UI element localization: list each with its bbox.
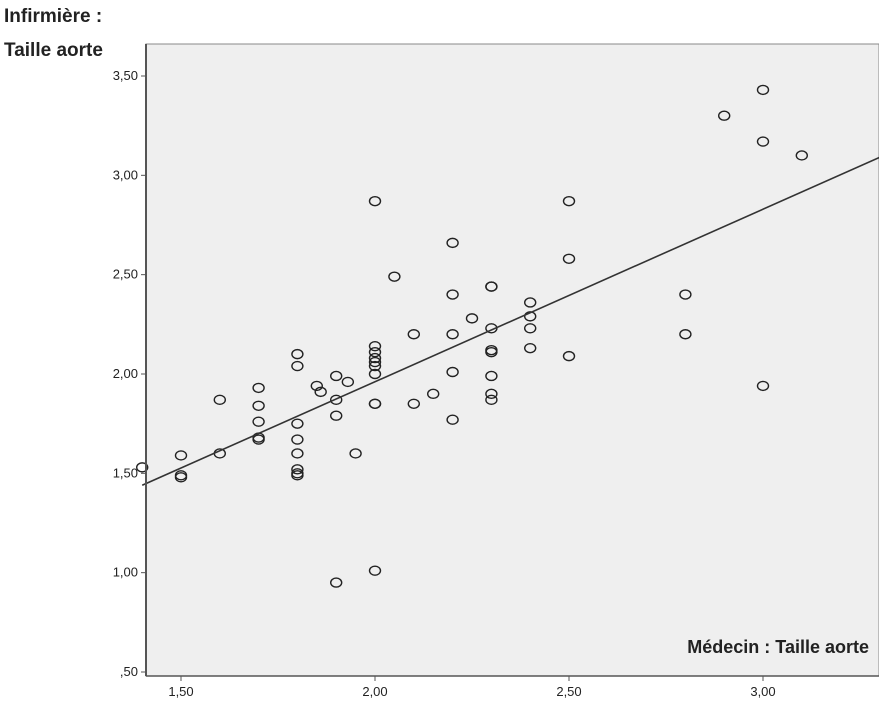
x-axis-label: Médecin : Taille aorte — [687, 637, 869, 657]
data-point — [718, 110, 731, 121]
y-tick-label: 1,00 — [113, 565, 138, 580]
data-point — [795, 150, 808, 161]
y-tick-label: 3,50 — [113, 68, 138, 83]
x-tick-label: 2,00 — [362, 684, 387, 699]
axis-ticks: ,50 1,00 1,50 2,00 2,50 3,00 3,50 1,50 2,00 2,50 3… — [113, 68, 776, 699]
data-point — [174, 472, 188, 483]
y-axis-label-line-1: Infirmière : — [4, 6, 103, 27]
y-tick-label: 1,50 — [113, 465, 138, 480]
x-tick-label: 1,50 — [168, 684, 193, 699]
data-point — [388, 271, 401, 282]
data-point — [485, 370, 498, 382]
data-point — [330, 577, 343, 588]
y-tick-label: 2,50 — [113, 267, 138, 282]
data-point — [485, 281, 498, 292]
data-point — [465, 313, 479, 324]
data-point — [524, 297, 537, 308]
data-point — [330, 410, 343, 421]
data-point — [330, 394, 343, 406]
data-point — [446, 329, 459, 340]
data-point — [446, 366, 459, 378]
x-tick-label: 3,00 — [750, 684, 775, 699]
data-point — [485, 388, 498, 400]
data-point — [679, 329, 692, 340]
data-points — [135, 84, 808, 588]
data-point — [524, 323, 537, 334]
data-point — [291, 434, 304, 445]
data-point — [368, 340, 382, 352]
data-point — [330, 370, 343, 382]
data-point — [135, 462, 149, 473]
y-axis-label-line-2: Taille aorte — [4, 40, 103, 61]
data-point — [446, 414, 459, 425]
data-point — [314, 386, 327, 398]
data-point — [252, 382, 265, 394]
data-point — [310, 380, 323, 392]
plot-area — [145, 43, 879, 677]
data-point — [368, 352, 382, 364]
data-point — [291, 360, 304, 372]
data-point — [368, 565, 382, 576]
y-tick-label: 2,00 — [113, 366, 138, 381]
data-point — [349, 448, 362, 459]
data-point — [291, 448, 304, 459]
data-point — [291, 464, 304, 475]
data-point — [446, 237, 459, 249]
data-point — [368, 195, 382, 207]
data-point — [562, 253, 576, 264]
data-point — [679, 289, 692, 300]
data-point — [291, 470, 304, 481]
data-point — [368, 346, 382, 358]
x-tick-label: 2,50 — [556, 684, 581, 699]
data-point — [174, 450, 188, 461]
data-point — [756, 380, 770, 392]
data-point — [407, 398, 420, 409]
data-point — [252, 416, 265, 427]
data-point — [446, 289, 459, 300]
data-point — [524, 342, 537, 354]
data-point — [368, 368, 382, 380]
data-point — [562, 350, 576, 362]
data-point — [485, 394, 498, 406]
data-point — [291, 418, 304, 429]
regression-line — [141, 156, 879, 486]
data-point — [485, 346, 498, 358]
data-point — [756, 136, 770, 147]
data-point — [213, 394, 227, 406]
y-tick-label: ,50 — [120, 664, 138, 679]
data-point — [368, 398, 382, 409]
data-point — [427, 388, 440, 400]
data-point — [252, 434, 265, 445]
data-point — [562, 195, 576, 207]
data-point — [407, 329, 420, 340]
y-tick-label: 3,00 — [113, 167, 138, 182]
data-point — [756, 84, 770, 96]
data-point — [252, 400, 265, 411]
data-point — [368, 356, 382, 368]
data-point — [368, 360, 382, 372]
data-point — [291, 348, 304, 360]
data-point — [341, 376, 355, 388]
